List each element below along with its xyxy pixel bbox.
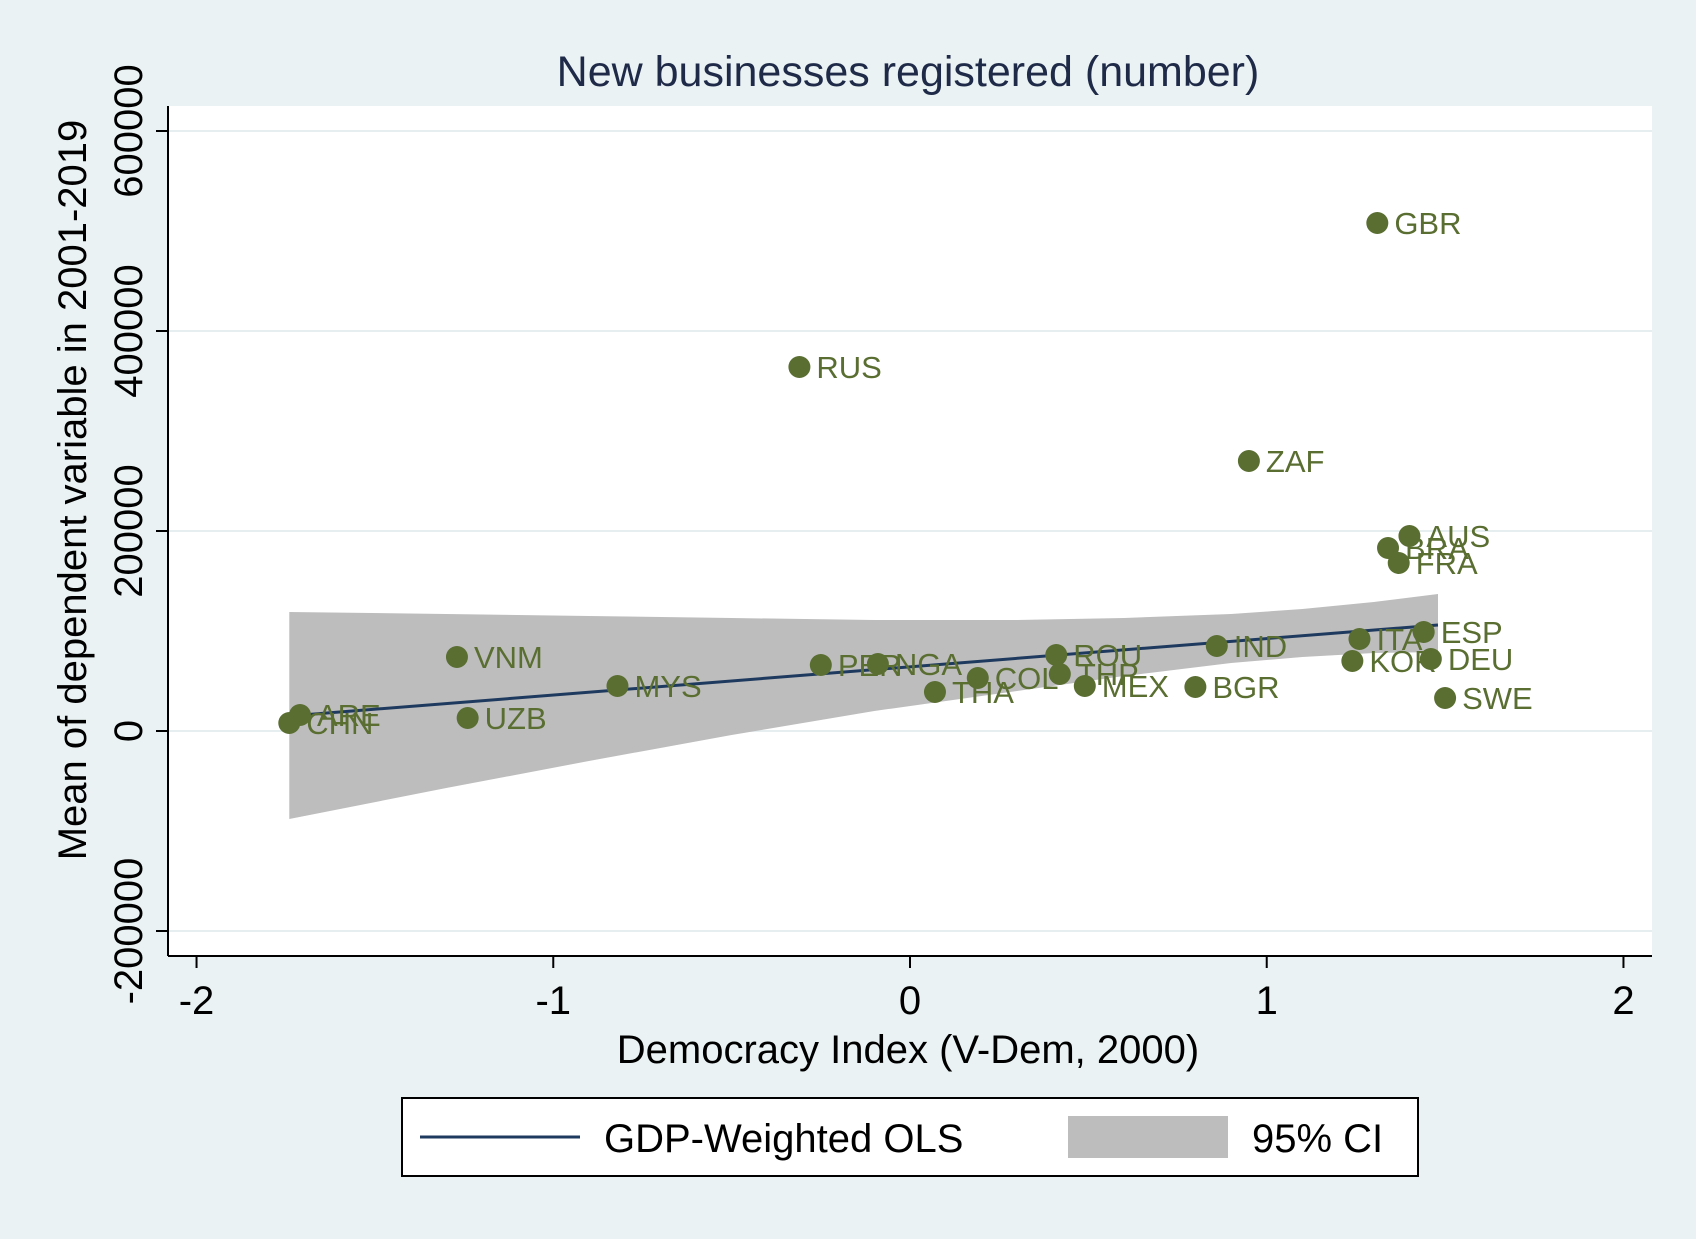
x-tick-label: -1	[535, 979, 571, 1023]
data-point	[788, 356, 811, 378]
data-point-label: AUS	[1426, 519, 1490, 554]
fit-line-layer	[289, 623, 1439, 718]
y-tick-label: 600000	[107, 64, 151, 197]
data-point	[1048, 663, 1071, 685]
data-point-label: UZB	[485, 701, 547, 736]
data-point-label: MYS	[634, 669, 701, 704]
ci-band-layer	[289, 594, 1438, 819]
x-tick-label: 1	[1256, 979, 1278, 1023]
ci-band	[289, 594, 1438, 819]
data-point	[456, 707, 479, 729]
data-point	[1184, 676, 1207, 698]
data-point	[1387, 552, 1410, 574]
data-point-label: THA	[952, 675, 1014, 710]
data-point-label: KOR	[1369, 644, 1436, 679]
data-point-label: CHN	[306, 706, 373, 741]
data-point-label: DEU	[1448, 642, 1513, 677]
data-point	[809, 654, 832, 676]
data-point-label: ROU	[1073, 638, 1142, 673]
data-point-label: ESP	[1441, 615, 1503, 650]
x-tick-label: 2	[1612, 979, 1634, 1023]
data-point-label: FRA	[1416, 546, 1478, 581]
data-point	[966, 667, 989, 689]
data-point	[1419, 648, 1442, 670]
y-tick-label: -200000	[107, 858, 151, 1005]
data-point	[1341, 650, 1364, 672]
data-point	[606, 675, 629, 697]
data-point	[1366, 212, 1389, 234]
data-point	[1412, 621, 1435, 643]
data-point	[1073, 675, 1096, 697]
legend-ci-swatch	[1068, 1116, 1228, 1158]
y-tick-label: 200000	[107, 464, 151, 597]
x-tick-label: 0	[899, 979, 921, 1023]
data-point	[866, 653, 889, 675]
scatter-points: GBRRUSZAFAUSBRAFRAESPITAINDROUVNMDEUKORP…	[278, 206, 1533, 741]
chart-title: New businesses registered (number)	[557, 48, 1260, 96]
y-tick-label: 0	[107, 720, 151, 742]
data-point	[445, 646, 468, 668]
y-tick-label: 400000	[107, 264, 151, 397]
data-point-label: VNM	[474, 640, 543, 675]
legend: GDP-Weighted OLS 95% CI	[401, 1097, 1419, 1177]
data-point	[278, 712, 301, 734]
data-point	[1348, 628, 1371, 650]
x-tick-label: -2	[179, 979, 215, 1023]
data-point-label: MEX	[1102, 669, 1170, 704]
data-point-label: RUS	[816, 350, 881, 385]
data-point-label: GBR	[1394, 206, 1461, 241]
legend-fit-label: GDP-Weighted OLS	[604, 1117, 963, 1161]
data-point	[1434, 687, 1457, 709]
data-point-label: NGA	[895, 647, 963, 682]
data-point	[1045, 644, 1068, 666]
data-point	[1398, 525, 1421, 547]
data-point	[1205, 635, 1228, 657]
data-point-label: COL	[995, 661, 1059, 696]
data-point-label: ZAF	[1266, 444, 1325, 479]
data-point	[923, 681, 946, 703]
x-axis-title: Democracy Index (V-Dem, 2000)	[617, 1028, 1199, 1072]
axes: -2 -1 0 1 2 -200000 0 200000 400000 600000	[107, 64, 1652, 1023]
data-point-label: BRA	[1405, 531, 1469, 566]
data-point-label: SWE	[1462, 681, 1533, 716]
data-point-label: ARE	[317, 698, 381, 733]
data-point	[1237, 450, 1260, 472]
data-point-label: IND	[1234, 629, 1287, 664]
y-axis-title: Mean of dependent variable in 2001-2019	[51, 120, 95, 861]
legend-ci-label: 95% CI	[1252, 1117, 1383, 1161]
data-point-label: ITA	[1376, 622, 1422, 657]
data-point-label: BGR	[1212, 670, 1279, 705]
fit-line	[289, 623, 1439, 718]
